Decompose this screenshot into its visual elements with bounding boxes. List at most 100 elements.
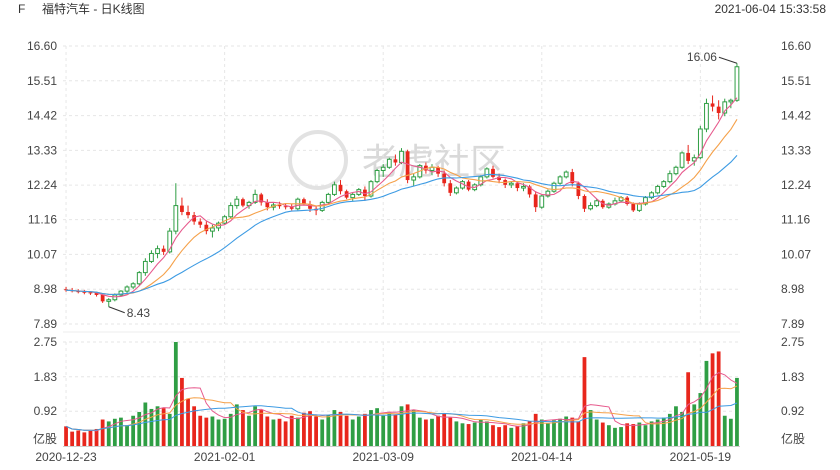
volume-bar <box>247 415 251 446</box>
candle-body <box>448 183 453 193</box>
candle-body <box>82 291 87 293</box>
volume-bar <box>643 425 648 446</box>
volume-bar <box>454 421 459 446</box>
volume-bar <box>363 413 367 446</box>
candle-body <box>667 173 673 183</box>
price-panel: 16.06 8.43 <box>64 50 740 320</box>
volume-bar <box>619 427 623 446</box>
candle-body <box>325 193 331 203</box>
candle-body <box>149 252 154 262</box>
candle-body <box>234 198 240 207</box>
date-tick: 2020-12-23 <box>35 450 97 464</box>
ma20-line <box>65 155 738 295</box>
candle-body <box>393 159 398 163</box>
candle-body <box>710 103 715 107</box>
candle-body <box>588 205 593 210</box>
volume-bar <box>637 422 642 446</box>
candle-body <box>454 187 459 194</box>
volume-bar <box>728 418 733 446</box>
volume-bar <box>192 406 197 446</box>
volume-bar <box>442 413 447 446</box>
volume-bar <box>594 419 599 446</box>
price-tick-right: 8.98 <box>781 282 805 296</box>
volume-bar <box>558 418 562 446</box>
volume-bar <box>503 425 508 446</box>
volume-bar <box>186 398 190 446</box>
volume-tick-right: 1.83 <box>781 370 805 384</box>
candle-body <box>259 194 264 203</box>
date-tick: 2021-03-09 <box>353 450 415 464</box>
annotation-high-label: 16.06 <box>687 50 717 64</box>
volume-bar <box>411 410 416 446</box>
candle-body <box>533 194 538 208</box>
volume-bar <box>710 353 715 446</box>
volume-bar <box>570 417 575 446</box>
volume-bar <box>539 419 544 446</box>
volume-bar <box>222 418 227 446</box>
volume-unit-right: 亿股 <box>781 431 805 446</box>
volume-bar <box>430 418 434 446</box>
volume-bar <box>405 404 410 446</box>
volume-bar <box>497 427 501 446</box>
candle-body <box>649 192 654 199</box>
candle-body <box>289 207 294 209</box>
chart-datetime: 2021-06-04 15:33:58 <box>714 2 826 16</box>
candle-body <box>161 248 166 252</box>
volume-bar <box>326 414 331 446</box>
volume-bar <box>692 404 697 446</box>
volume-bar <box>228 413 233 446</box>
price-tick-left: 13.33 <box>27 143 57 157</box>
candle-body <box>563 171 569 178</box>
candle-body <box>368 181 374 197</box>
candle-body <box>198 221 203 225</box>
candle-body <box>100 294 105 302</box>
volume-bar <box>533 413 538 446</box>
axis-labels: 16.60 16.60 15.51 15.51 14.42 14.42 13.33 13.33… <box>27 39 811 464</box>
candle-body <box>94 293 99 295</box>
price-tick-left: 11.16 <box>28 213 57 227</box>
volume-bar <box>545 423 550 446</box>
volume-bar <box>167 413 172 446</box>
volume-bar <box>387 412 392 446</box>
volume-bar <box>70 431 75 446</box>
volume-unit-left: 亿股 <box>33 431 57 446</box>
volume-bar <box>344 415 349 446</box>
candle-body <box>594 200 600 207</box>
candle-body <box>363 189 367 197</box>
volume-bar <box>106 421 111 446</box>
volume-bar <box>88 430 93 446</box>
volume-bar <box>289 415 294 446</box>
volume-bar <box>680 411 684 446</box>
volume-bar <box>491 425 495 446</box>
volume-tick-left: 2.75 <box>34 335 58 349</box>
candle-body <box>673 166 679 175</box>
candle-body <box>112 294 118 301</box>
candle-body <box>521 185 526 189</box>
volume-bar <box>735 377 739 446</box>
price-tick-left: 16.60 <box>27 39 57 53</box>
candle-body <box>380 166 386 171</box>
volume-ma5-line <box>65 372 738 432</box>
volume-bar <box>460 423 465 446</box>
volume-bar <box>521 423 526 446</box>
price-tick-right: 15.51 <box>781 74 811 88</box>
candle-body <box>308 203 312 209</box>
volume-bar <box>271 419 276 446</box>
volume-tick-left: 0.92 <box>34 404 58 418</box>
ticker-symbol: F <box>18 2 26 16</box>
price-tick-left: 8.98 <box>34 282 58 296</box>
price-tick-left: 14.42 <box>27 109 57 123</box>
volume-bar <box>259 410 264 446</box>
candle-body <box>545 190 551 197</box>
volume-bar <box>484 421 489 446</box>
volume-bar <box>448 417 453 446</box>
candle-body <box>265 202 270 208</box>
candle-body <box>118 290 124 296</box>
volume-bar <box>314 416 319 446</box>
volume-bar <box>509 427 514 446</box>
price-tick-right: 13.33 <box>781 143 811 157</box>
candle-body <box>252 193 258 203</box>
volume-bar <box>76 430 81 446</box>
candle-body <box>508 182 514 186</box>
chart-title: 福特汽车 - 日K线图 <box>42 2 145 16</box>
